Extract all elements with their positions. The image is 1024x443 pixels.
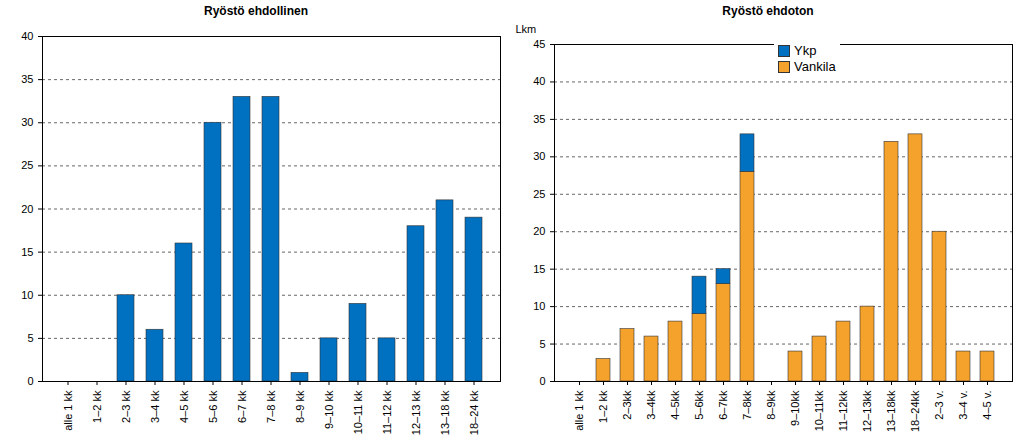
svg-text:Lkm: Lkm <box>516 23 537 35</box>
svg-text:7–8kk: 7–8kk <box>741 390 753 420</box>
svg-text:13–18kk: 13–18kk <box>885 390 897 432</box>
svg-text:alle 1 kk: alle 1 kk <box>62 390 74 431</box>
svg-text:4–5 v.: 4–5 v. <box>981 391 993 420</box>
svg-text:40: 40 <box>21 30 33 42</box>
svg-text:8–9 kk: 8–9 kk <box>294 390 306 423</box>
svg-text:0: 0 <box>27 375 33 387</box>
svg-text:10: 10 <box>533 300 545 312</box>
svg-text:3–4 kk: 3–4 kk <box>149 390 161 423</box>
svg-text:45: 45 <box>533 38 545 50</box>
svg-text:20: 20 <box>21 203 33 215</box>
svg-text:9–10kk: 9–10kk <box>789 390 801 426</box>
svg-text:10: 10 <box>21 289 33 301</box>
svg-text:5–6kk: 5–6kk <box>693 390 705 420</box>
svg-text:alle 1 kk: alle 1 kk <box>573 390 585 431</box>
svg-text:6–7 kk: 6–7 kk <box>236 390 248 423</box>
svg-text:2–3 v.: 2–3 v. <box>933 391 945 420</box>
svg-text:2–3 kk: 2–3 kk <box>120 390 132 423</box>
svg-text:12–13 kk: 12–13 kk <box>410 390 422 435</box>
html-text:Ryöstö ehdoton: Ryöstö ehdoton <box>722 4 814 18</box>
html-text:Vankila: Vankila <box>794 59 836 74</box>
svg-text:11–12 kk: 11–12 kk <box>381 390 393 434</box>
svg-text:25: 25 <box>21 159 33 171</box>
svg-text:4–5 kk: 4–5 kk <box>178 390 190 423</box>
svg-text:18–24kk: 18–24kk <box>909 390 921 432</box>
svg-text:6–7kk: 6–7kk <box>717 390 729 420</box>
svg-text:35: 35 <box>533 113 545 125</box>
svg-text:25: 25 <box>533 188 545 200</box>
svg-text:12–13kk: 12–13kk <box>861 390 873 432</box>
html-text:Ryöstö ehdollinen: Ryöstö ehdollinen <box>204 4 308 18</box>
svg-text:35: 35 <box>21 73 33 85</box>
svg-text:2–3kk: 2–3kk <box>621 390 633 420</box>
svg-text:30: 30 <box>21 116 33 128</box>
svg-text:4–5kk: 4–5kk <box>669 390 681 420</box>
svg-text:1–2 kk: 1–2 kk <box>597 390 609 423</box>
svg-text:3–4kk: 3–4kk <box>645 390 657 420</box>
svg-text:40: 40 <box>533 75 545 87</box>
svg-text:20: 20 <box>533 225 545 237</box>
svg-text:1–2 kk: 1–2 kk <box>91 390 103 423</box>
svg-text:15: 15 <box>533 263 545 275</box>
svg-text:0: 0 <box>539 375 545 387</box>
svg-text:7–8 kk: 7–8 kk <box>265 390 277 423</box>
svg-text:10–11kk: 10–11kk <box>813 390 825 431</box>
svg-text:15: 15 <box>21 246 33 258</box>
svg-text:9–10 kk: 9–10 kk <box>323 390 335 429</box>
svg-text:8–9kk: 8–9kk <box>765 390 777 420</box>
svg-text:11–12kk: 11–12kk <box>837 390 849 431</box>
svg-text:10–11 kk: 10–11 kk <box>352 390 364 434</box>
svg-text:18–24 kk: 18–24 kk <box>468 390 480 435</box>
svg-text:13–18 kk: 13–18 kk <box>439 390 451 435</box>
svg-text:5–6 kk: 5–6 kk <box>207 390 219 423</box>
svg-text:5: 5 <box>539 338 545 350</box>
svg-text:30: 30 <box>533 150 545 162</box>
svg-text:5: 5 <box>27 332 33 344</box>
svg-text:3–4 v.: 3–4 v. <box>957 391 969 420</box>
html-text:Ykp: Ykp <box>794 43 817 58</box>
